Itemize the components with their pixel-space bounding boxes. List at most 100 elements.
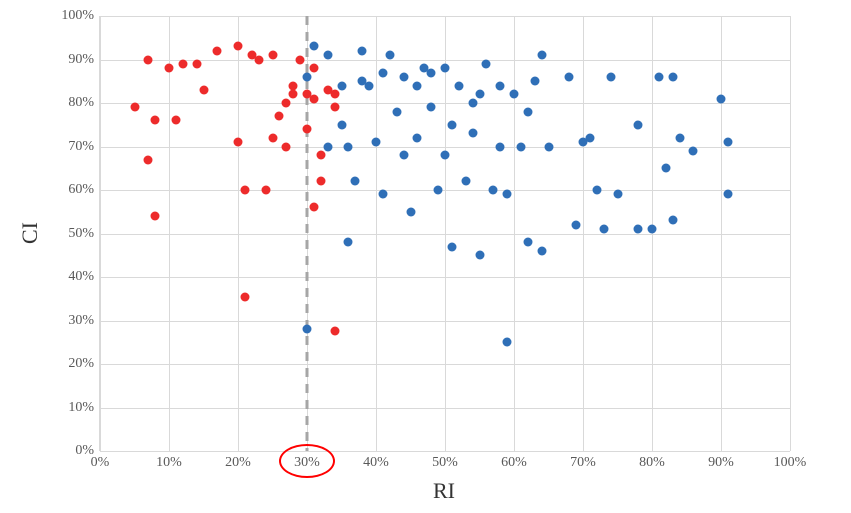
scatter-point-blue (323, 142, 332, 151)
y-tick-label: 90% (68, 52, 94, 68)
scatter-point-red (261, 186, 270, 195)
scatter-point-red (282, 99, 291, 108)
scatter-point-blue (496, 81, 505, 90)
scatter-point-blue (434, 186, 443, 195)
scatter-point-red (330, 90, 339, 99)
scatter-point-blue (344, 238, 353, 247)
scatter-point-red (234, 42, 243, 51)
scatter-point-blue (489, 186, 498, 195)
scatter-point-blue (689, 146, 698, 155)
scatter-point-blue (537, 246, 546, 255)
gridline-v (790, 16, 791, 451)
scatter-point-blue (475, 251, 484, 260)
x-tick-label: 90% (708, 455, 734, 471)
y-tick-label: 0% (75, 443, 94, 459)
scatter-point-blue (516, 142, 525, 151)
x-tick-label: 40% (363, 455, 389, 471)
chart-stage: 0%10%20%30%40%50%60%70%80%90%100%0%10%20… (0, 0, 851, 513)
y-tick-label: 80% (68, 95, 94, 111)
plot-area: 0%10%20%30%40%50%60%70%80%90%100%0%10%20… (100, 15, 790, 451)
scatter-point-blue (427, 103, 436, 112)
scatter-point-blue (661, 164, 670, 173)
scatter-point-blue (461, 177, 470, 186)
y-tick-label: 70% (68, 139, 94, 155)
scatter-point-blue (372, 138, 381, 147)
scatter-point-blue (406, 207, 415, 216)
scatter-point-blue (503, 338, 512, 347)
scatter-point-red (178, 59, 187, 68)
scatter-point-blue (378, 68, 387, 77)
scatter-point-red (240, 292, 249, 301)
scatter-point-red (275, 112, 284, 121)
scatter-point-red (199, 85, 208, 94)
scatter-point-blue (344, 142, 353, 151)
scatter-point-blue (378, 190, 387, 199)
scatter-point-blue (413, 81, 422, 90)
scatter-point-blue (510, 90, 519, 99)
scatter-point-blue (454, 81, 463, 90)
scatter-point-blue (468, 99, 477, 108)
y-tick-label: 20% (68, 356, 94, 372)
scatter-point-red (192, 59, 201, 68)
scatter-point-blue (675, 133, 684, 142)
scatter-point-blue (668, 216, 677, 225)
x-tick-label: 10% (156, 455, 182, 471)
scatter-point-blue (337, 120, 346, 129)
scatter-point-blue (399, 72, 408, 81)
scatter-point-blue (475, 90, 484, 99)
scatter-point-blue (523, 238, 532, 247)
scatter-point-blue (717, 94, 726, 103)
scatter-point-blue (572, 220, 581, 229)
scatter-point-blue (413, 133, 422, 142)
scatter-point-red (289, 81, 298, 90)
x-tick-label: 80% (639, 455, 665, 471)
scatter-point-blue (654, 72, 663, 81)
scatter-point-red (289, 90, 298, 99)
scatter-point-blue (537, 51, 546, 60)
scatter-point-red (309, 94, 318, 103)
scatter-point-blue (723, 138, 732, 147)
y-tick-label: 10% (68, 400, 94, 416)
scatter-point-red (330, 327, 339, 336)
x-tick-label: 60% (501, 455, 527, 471)
threshold-circle-icon (279, 444, 335, 478)
scatter-point-red (165, 64, 174, 73)
scatter-point-blue (303, 72, 312, 81)
scatter-point-red (282, 142, 291, 151)
scatter-point-blue (358, 46, 367, 55)
scatter-point-red (254, 55, 263, 64)
scatter-point-blue (441, 64, 450, 73)
y-tick-label: 50% (68, 226, 94, 242)
y-axis-label: CI (17, 222, 43, 244)
scatter-point-blue (606, 72, 615, 81)
scatter-point-red (316, 151, 325, 160)
scatter-point-blue (599, 225, 608, 234)
scatter-point-blue (427, 68, 436, 77)
scatter-point-blue (303, 325, 312, 334)
scatter-point-blue (634, 120, 643, 129)
scatter-point-red (296, 55, 305, 64)
scatter-point-red (268, 133, 277, 142)
scatter-point-blue (648, 225, 657, 234)
x-tick-label: 70% (570, 455, 596, 471)
scatter-point-red (151, 212, 160, 221)
scatter-point-blue (523, 107, 532, 116)
scatter-point-blue (565, 72, 574, 81)
scatter-point-red (144, 155, 153, 164)
scatter-point-blue (309, 42, 318, 51)
scatter-point-red (130, 103, 139, 112)
scatter-point-blue (447, 120, 456, 129)
scatter-point-blue (544, 142, 553, 151)
scatter-point-red (171, 116, 180, 125)
scatter-point-blue (585, 133, 594, 142)
x-tick-label: 50% (432, 455, 458, 471)
scatter-point-blue (351, 177, 360, 186)
y-tick-label: 60% (68, 182, 94, 198)
scatter-point-blue (592, 186, 601, 195)
scatter-point-blue (530, 77, 539, 86)
scatter-point-blue (613, 190, 622, 199)
scatter-point-red (303, 125, 312, 134)
scatter-point-blue (337, 81, 346, 90)
y-tick-label: 30% (68, 313, 94, 329)
scatter-point-blue (365, 81, 374, 90)
